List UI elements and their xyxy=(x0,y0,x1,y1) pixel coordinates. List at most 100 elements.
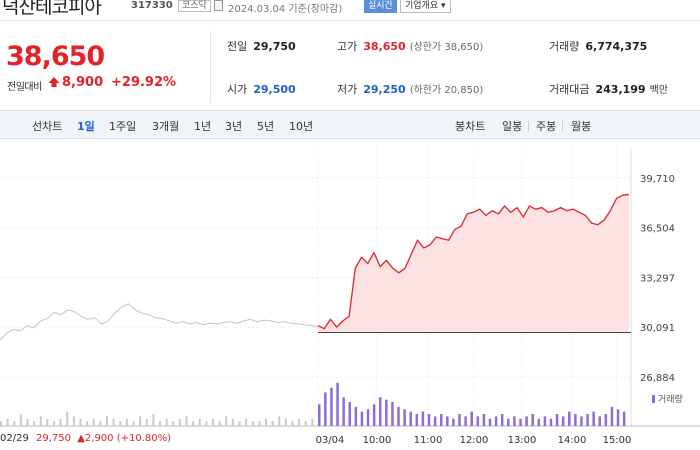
volume-bar xyxy=(112,418,115,426)
volume-bar xyxy=(586,414,589,426)
period-3m[interactable]: 3개월 xyxy=(152,120,180,133)
volume-bar xyxy=(298,418,301,426)
high-label: 고가 xyxy=(337,40,358,53)
volume-bar xyxy=(519,418,522,426)
prev-day-summary: 02/29 29,750 ▲2,900 (+10.80%) xyxy=(0,433,171,444)
x-tick-label: 15:00 xyxy=(603,435,632,446)
open-value: 29,500 xyxy=(253,83,296,96)
trading-amount: 거래대금 243,199 백만 xyxy=(549,81,668,97)
volume-bar xyxy=(59,418,62,426)
volume-bar xyxy=(205,421,208,426)
volume-bar xyxy=(452,418,455,426)
candle-daily[interactable]: 일봉 xyxy=(502,120,523,133)
open-price: 시가 29,500 xyxy=(227,81,296,97)
volume-bar xyxy=(284,418,287,426)
prev-day-rate: (+10.80%) xyxy=(116,433,172,444)
period-1w[interactable]: 1주일 xyxy=(109,120,137,133)
volume-bar xyxy=(348,402,351,426)
volume: 거래량 6,774,375 xyxy=(549,38,647,54)
low-label: 저가 xyxy=(337,83,358,96)
volume-bar xyxy=(99,421,102,426)
volume-bar xyxy=(561,416,565,426)
prev-day-change: 2,900 xyxy=(84,433,114,444)
volume-bar xyxy=(604,414,608,426)
volume-bar xyxy=(592,411,595,426)
volume-bar xyxy=(225,416,228,426)
volume-bar xyxy=(178,418,181,426)
prev-close-value: 29,750 xyxy=(253,40,296,53)
candle-monthly[interactable]: 월봉 xyxy=(571,120,592,133)
stock-code: 317330 xyxy=(131,0,173,11)
x-tick-label: 03/04 xyxy=(316,435,345,446)
volume-bar xyxy=(446,416,449,426)
volume-bar xyxy=(403,409,406,426)
volume-bar xyxy=(354,406,358,426)
upper-limit: (상한가 38,650) xyxy=(409,42,484,53)
volume-bar xyxy=(616,409,620,426)
volume-bar xyxy=(145,418,148,426)
volume-bar xyxy=(366,409,370,426)
price-chart[interactable]: 39,710 36,504 33,297 30,091 26,884 03/04 10:00… xyxy=(0,140,700,450)
volume-bar xyxy=(513,416,516,426)
volume-bar xyxy=(172,421,175,426)
volume-bar xyxy=(360,411,364,426)
volume-bar xyxy=(324,392,327,426)
volume-bar xyxy=(125,418,128,426)
volume-bar xyxy=(409,411,412,426)
volume-bar xyxy=(152,414,155,426)
up-arrow-icon xyxy=(48,77,60,87)
low-price: 저가 29,250 (하한가 20,850) xyxy=(337,81,483,97)
prev-close: 전일 29,750 xyxy=(227,38,296,54)
volume-bar xyxy=(212,418,214,426)
volume-bar xyxy=(427,414,431,426)
volume-bar xyxy=(372,404,376,426)
amount-unit: 백만 xyxy=(649,85,668,96)
volume-bar xyxy=(6,418,9,426)
volume-bar xyxy=(53,421,55,426)
stock-header: 덕산테코피아 317330 코스닥 2024.03.04 기준(장마감) 실시간… xyxy=(0,0,700,20)
y-tick-label: 36,504 xyxy=(640,224,675,235)
high-value: 38,650 xyxy=(363,40,406,53)
prev-day-up-icon: ▲ xyxy=(77,433,85,444)
x-tick-label: 11:00 xyxy=(414,435,443,446)
price-summary: 38,650 전일대비 8,900 +29.92% 전일 29,750 고가 38,… xyxy=(0,20,700,110)
period-5y[interactable]: 5년 xyxy=(257,120,275,133)
prev-day-series-line xyxy=(0,303,319,341)
today-area-fill xyxy=(318,194,629,333)
line-chart-label: 선차트 xyxy=(32,120,63,133)
volume-bar xyxy=(198,418,201,426)
volume-bar xyxy=(488,418,492,426)
volume-bar xyxy=(458,414,461,426)
volume-bar xyxy=(568,411,571,426)
volume-bar xyxy=(318,404,321,426)
candle-weekly[interactable]: 주봉 xyxy=(536,120,557,133)
volume-bar xyxy=(79,418,82,426)
volume-bar xyxy=(139,416,142,426)
low-value: 29,250 xyxy=(363,83,406,96)
volume-bar xyxy=(537,418,541,426)
prev-close-label: 전일 xyxy=(227,40,248,53)
volume-bar xyxy=(507,418,510,426)
realtime-badge[interactable]: 실시간 xyxy=(364,0,397,13)
volume-bar xyxy=(66,411,69,426)
prev-day-close: 29,750 xyxy=(36,433,72,444)
volume-bar xyxy=(159,421,161,426)
volume-bar xyxy=(311,418,314,426)
company-info-button[interactable]: 기업개요 ▾ xyxy=(400,0,451,13)
stock-name[interactable]: 덕산테코피아 xyxy=(2,0,102,18)
volume-legend: 거래량 xyxy=(652,392,683,405)
x-tick-label: 14:00 xyxy=(558,435,587,446)
period-1d[interactable]: 1일 xyxy=(77,120,95,133)
period-10y[interactable]: 10년 xyxy=(289,120,314,133)
volume-bar xyxy=(433,416,437,426)
y-tick-label: 39,710 xyxy=(640,174,675,185)
today-series-line xyxy=(317,193,630,330)
volume-bar xyxy=(231,418,234,426)
volume-bar xyxy=(470,411,473,426)
volume-bar xyxy=(543,416,547,426)
period-3y[interactable]: 3년 xyxy=(225,120,243,133)
volume-bar xyxy=(336,382,339,426)
volume-bar xyxy=(13,421,16,426)
volume-bar xyxy=(251,421,254,426)
period-1y[interactable]: 1년 xyxy=(194,120,212,133)
